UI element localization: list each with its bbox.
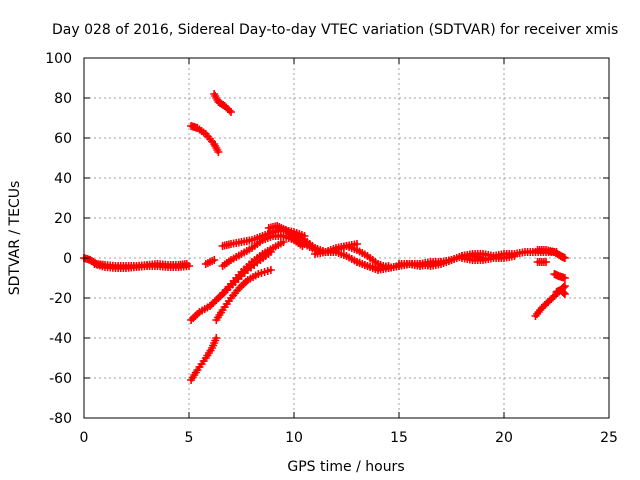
x-tick-label: 20 xyxy=(495,430,513,446)
series-arc-19 xyxy=(533,246,569,262)
series-arc-8 xyxy=(216,238,288,300)
axis-layer: -80 -60 -40 -20 0 20 40 60 80 100 0 5 10 15 20 25 xyxy=(45,51,618,446)
data-layer xyxy=(80,90,569,384)
y-tick-label: 0 xyxy=(63,251,72,267)
data-point xyxy=(266,266,275,274)
data-point xyxy=(559,289,568,297)
data-point xyxy=(210,297,219,306)
series-arc-10 xyxy=(201,256,219,268)
series-arc-21 xyxy=(550,270,569,282)
grid-layer xyxy=(84,58,609,418)
series-arc-7 xyxy=(212,266,275,324)
x-axis-title: GPS time / hours xyxy=(287,459,404,475)
data-point xyxy=(542,258,550,266)
series-arc-3 xyxy=(187,122,223,156)
y-tick-label: 40 xyxy=(54,171,72,187)
data-point xyxy=(560,254,569,262)
plot-frame xyxy=(83,57,610,419)
x-tick-label: 10 xyxy=(285,430,303,446)
data-point xyxy=(210,256,219,264)
y-tick-label: -40 xyxy=(49,331,72,347)
y-tick-label: 60 xyxy=(54,131,72,147)
y-tick-label: 80 xyxy=(54,91,72,107)
y-tick-label: 100 xyxy=(45,51,72,67)
data-point xyxy=(214,148,223,156)
x-tick-label: 25 xyxy=(600,430,618,446)
series-arc-22 xyxy=(552,286,569,298)
x-tick-label: 5 xyxy=(185,430,194,446)
data-point xyxy=(510,252,519,260)
series-arc-17 xyxy=(458,252,519,264)
data-point xyxy=(560,274,569,282)
data-point xyxy=(560,290,569,298)
series-arc-18 xyxy=(531,282,569,320)
data-point xyxy=(225,106,234,115)
series-arc-2 xyxy=(90,260,193,272)
data-point xyxy=(212,334,221,342)
y-axis-title: SDTVAR / TECUs xyxy=(7,181,23,296)
series-arc-4 xyxy=(210,90,235,116)
chart-title: Day 028 of 2016, Sidereal Day-to-day VTE… xyxy=(52,22,618,38)
series-arc-5 xyxy=(187,334,221,384)
y-tick-label: -20 xyxy=(49,291,72,307)
y-tick-label: -60 xyxy=(49,371,72,387)
y-tick-label: -80 xyxy=(49,411,72,427)
x-tick-label: 0 xyxy=(80,430,89,446)
data-point xyxy=(560,282,569,290)
data-point xyxy=(227,108,235,116)
data-point xyxy=(185,262,193,270)
y-tick-label: 20 xyxy=(54,211,72,227)
x-tick-label: 15 xyxy=(390,430,408,446)
series-arc-20 xyxy=(533,258,550,266)
